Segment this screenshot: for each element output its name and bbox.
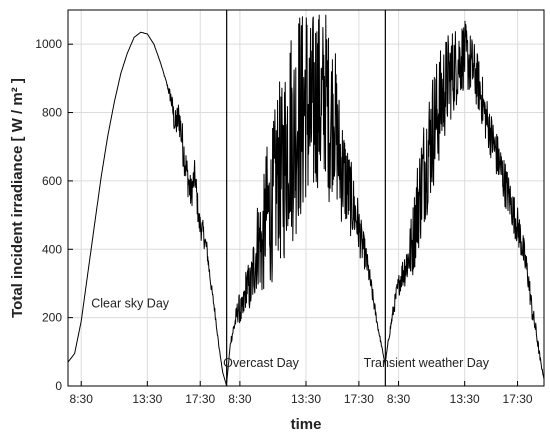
y-tick-label: 400 xyxy=(42,242,62,256)
y-tick-label: 0 xyxy=(55,379,62,393)
plot-layer xyxy=(67,10,545,387)
x-tick-label: 8:30 xyxy=(228,392,252,406)
x-tick-label: 13:30 xyxy=(132,392,162,406)
x-tick-label: 8:30 xyxy=(387,392,411,406)
series-line-day-3 xyxy=(384,20,545,380)
y-axis-title: Total incident irradiance [ W / m² ] xyxy=(9,78,26,318)
x-axis-title: time xyxy=(291,416,322,433)
plot-frame xyxy=(67,9,545,387)
day-annotation: Overcast Day xyxy=(223,356,299,370)
x-tick-label: 13:30 xyxy=(450,392,480,406)
y-tick-label: 200 xyxy=(42,311,62,325)
x-tick-label: 13:30 xyxy=(291,392,321,406)
y-tick-label: 600 xyxy=(42,174,62,188)
x-tick-label: 8:30 xyxy=(70,392,94,406)
y-tick-label: 1000 xyxy=(35,37,62,51)
day-annotation: Transient weather Day xyxy=(364,356,490,370)
series-line-day-2 xyxy=(226,14,386,383)
day-annotation: Clear sky Day xyxy=(91,296,170,310)
x-tick-label: 17:30 xyxy=(185,392,215,406)
series-line-day-1 xyxy=(67,31,228,387)
x-tick-label: 17:30 xyxy=(503,392,533,406)
x-tick-label: 17:30 xyxy=(344,392,374,406)
y-tick-label: 800 xyxy=(42,106,62,120)
annotation-layer: Clear sky Day Overcast Day Transient weath… xyxy=(91,296,489,370)
tick-layer: 0 200 400 600 800 1000 8:30 13:30 17:30 8:30 13:30… xyxy=(35,37,533,406)
